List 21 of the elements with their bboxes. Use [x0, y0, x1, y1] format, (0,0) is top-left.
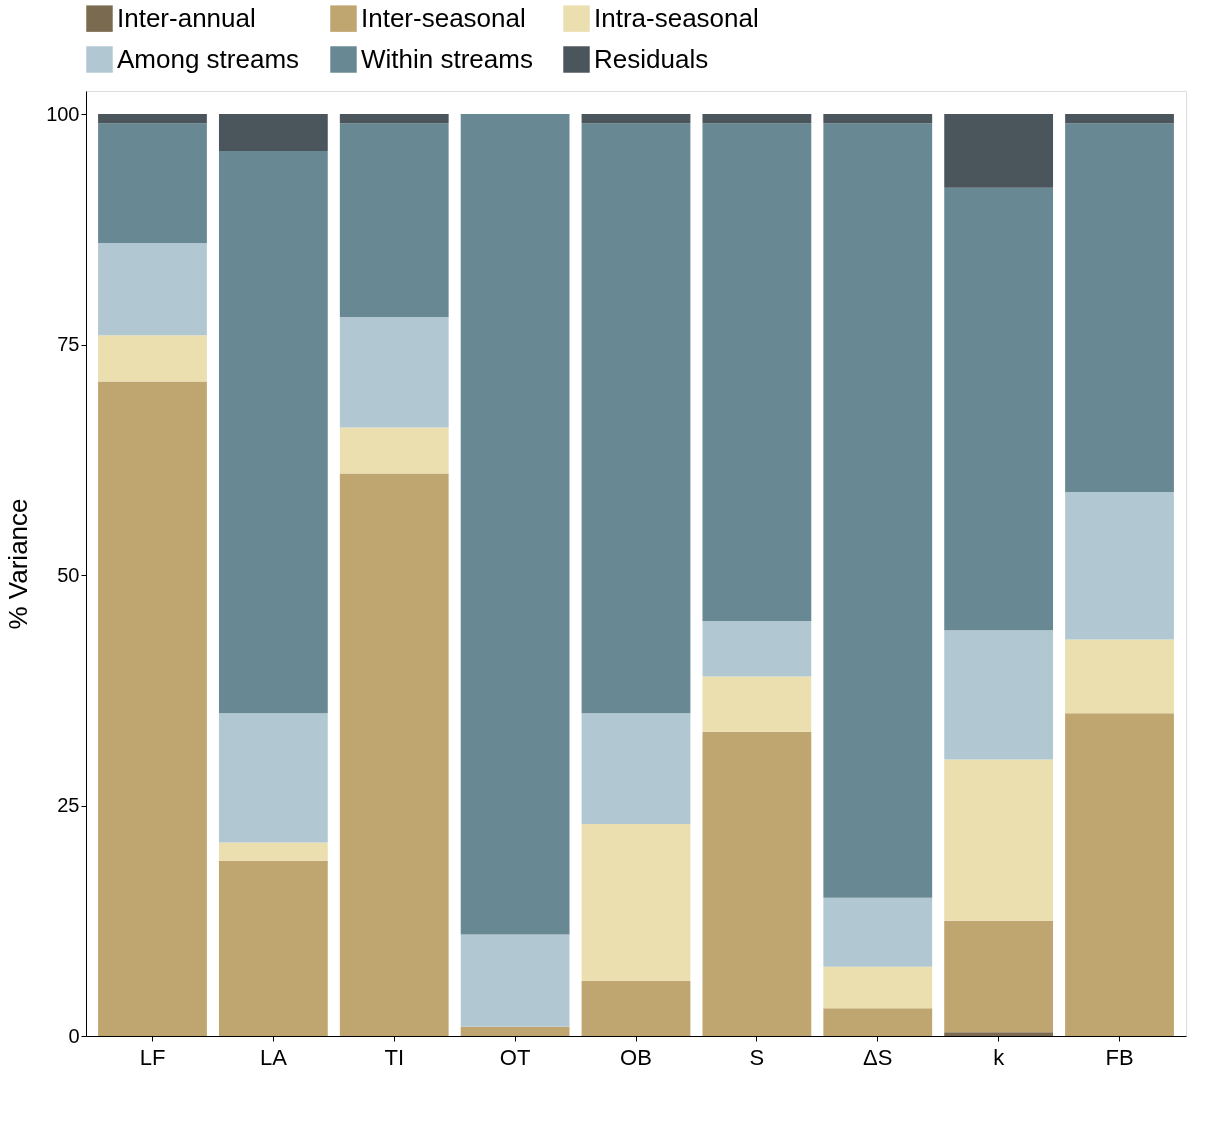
legend-label: Inter-annual	[117, 2, 256, 33]
x-tick-label: k	[993, 1044, 1006, 1070]
legend-label: Within streams	[361, 43, 533, 74]
x-tick-label: OB	[620, 1044, 652, 1070]
y-axis-title: % Variance	[3, 498, 34, 630]
x-tick-label: ΔS	[863, 1044, 893, 1070]
x-tick-label: FB	[1105, 1044, 1134, 1070]
x-tick-label: LA	[259, 1044, 288, 1070]
y-tick-label: 100	[46, 102, 80, 125]
y-tick-label: 50	[57, 563, 80, 586]
legend-label: Residuals	[594, 43, 709, 74]
y-tick-label: 0	[68, 1024, 80, 1047]
x-tick-label: OT	[499, 1044, 531, 1070]
legend-label: Intra-seasonal	[594, 2, 759, 33]
x-tick-label: TI	[384, 1044, 405, 1070]
y-tick-label: 25	[57, 794, 80, 817]
x-tick-label: LF	[139, 1044, 166, 1070]
legend-label: Inter-seasonal	[361, 2, 526, 33]
y-tick-label: 75	[57, 333, 80, 356]
x-tick-label: S	[749, 1044, 765, 1070]
legend-label: Among streams	[117, 43, 300, 74]
